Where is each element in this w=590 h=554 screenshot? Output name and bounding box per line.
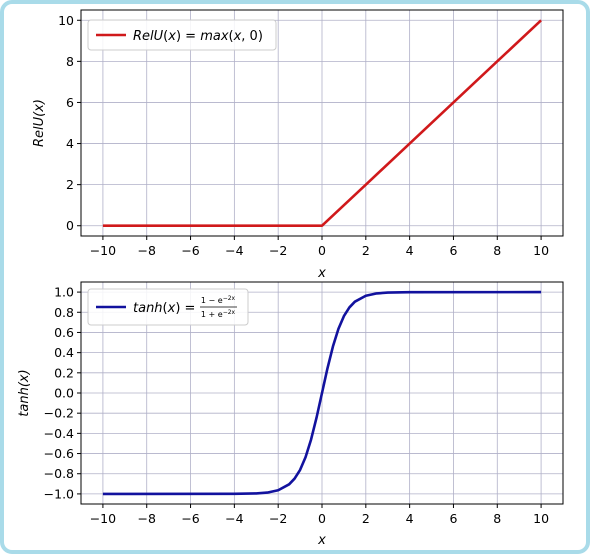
x-tick-label: 0: [318, 243, 326, 258]
y-tick-label: −1.0: [44, 486, 74, 501]
y-tick-label: 4: [66, 136, 74, 151]
legend-box: [87, 288, 249, 326]
y-tick-label: −0.8: [44, 466, 74, 481]
x-tick-label: 4: [406, 511, 414, 526]
y-tick-label: 0.6: [54, 325, 74, 340]
x-tick-label: 2: [362, 511, 370, 526]
y-tick-label: 0.0: [54, 386, 74, 401]
x-tick-label: −10: [90, 243, 116, 258]
x-tick-label: −10: [90, 511, 116, 526]
legend-box: [87, 19, 277, 51]
y-tick-label: 0.4: [54, 345, 74, 360]
y-tick-label: 0.8: [54, 305, 74, 320]
legend-fraction-numerator: 1 − e−2x: [201, 295, 236, 305]
x-tick-label: −4: [225, 511, 243, 526]
y-axis-label: RelU(x): [32, 99, 47, 147]
x-axis-label: x: [317, 266, 326, 281]
x-tick-label: 6: [449, 243, 457, 258]
x-tick-label: −6: [181, 243, 199, 258]
x-tick-label: 0: [318, 511, 326, 526]
y-tick-label: 1.0: [54, 285, 74, 300]
relu-legend: RelU(x) = max(x, 0): [87, 19, 277, 51]
y-tick-label: 8: [66, 54, 74, 69]
x-tick-label: −8: [138, 243, 156, 258]
series-line: [102, 290, 542, 496]
y-tick-label: 0: [66, 218, 74, 233]
x-tick-label: 4: [406, 243, 414, 258]
legend-label-tanh: tanh(x) =: [133, 301, 195, 316]
x-tick-label: −8: [138, 511, 156, 526]
x-tick-label: 8: [493, 511, 501, 526]
x-tick-label: 10: [533, 511, 549, 526]
x-tick-label: 6: [449, 511, 457, 526]
x-tick-label: 8: [493, 243, 501, 258]
y-tick-label: −0.4: [44, 426, 74, 441]
series-line: [102, 19, 542, 228]
x-tick-label: 10: [533, 243, 549, 258]
legend-fraction-denominator: 1 + e−2x: [201, 309, 236, 319]
y-tick-label: 10: [58, 13, 74, 28]
y-tick-label: −0.6: [44, 446, 74, 461]
x-tick-label: 2: [362, 243, 370, 258]
y-tick-label: −0.2: [44, 406, 74, 421]
y-tick-label: 2: [66, 177, 74, 192]
tanh-chart: −10 −8 −6 −4 −2 0 2 4 6 8 10 −1.0 −0.8 −0.6 −0.4 −0.2 0.…: [17, 281, 564, 548]
legend-label-relu: RelU(x) = max(x, 0): [133, 29, 263, 44]
y-axis-label: tanh(x): [17, 369, 32, 416]
relu-chart: −10 −8 −6 −4 −2 0 2 4 6 8 10 0 2 4 6 8 10 x RelU(x): [32, 9, 564, 281]
x-tick-label: −2: [269, 243, 287, 258]
x-tick-label: −4: [225, 243, 243, 258]
y-tick-label: 6: [66, 95, 74, 110]
tanh-legend: tanh(x) = 1 − e−2x 1 + e−2x: [87, 288, 249, 326]
x-tick-label: −2: [269, 511, 287, 526]
x-tick-label: −6: [181, 511, 199, 526]
y-tick-label: 0.2: [54, 365, 74, 380]
x-axis-label: x: [317, 533, 326, 548]
